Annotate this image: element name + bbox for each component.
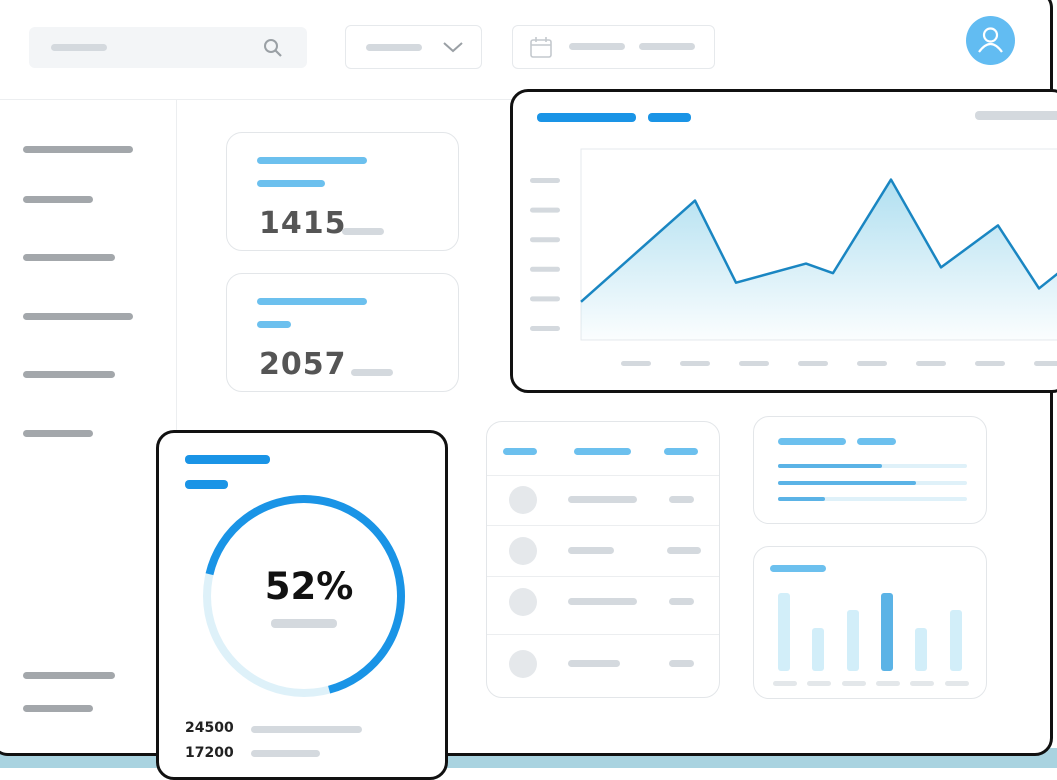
row-avatar xyxy=(509,650,537,678)
row-text xyxy=(568,660,620,667)
dropdown-value xyxy=(366,44,422,51)
y-tick-label xyxy=(530,326,560,331)
row-avatar xyxy=(509,588,537,616)
sidebar-item-logout[interactable] xyxy=(23,705,93,712)
bar-chart-card xyxy=(753,546,987,699)
donut-card: 52% 24500 17200 xyxy=(156,430,448,780)
filter-dropdown[interactable] xyxy=(345,25,482,69)
progress-subtitle xyxy=(857,438,896,445)
line-chart xyxy=(513,92,1057,392)
row-value xyxy=(669,496,694,503)
sidebar-item-4[interactable] xyxy=(23,313,133,320)
progress-track xyxy=(778,497,967,501)
x-tick-label xyxy=(975,361,1005,366)
bar xyxy=(812,628,824,671)
bar-label xyxy=(910,681,934,686)
stat-unit xyxy=(351,369,393,376)
bar-label xyxy=(842,681,866,686)
y-tick-label xyxy=(530,237,560,242)
date-start xyxy=(569,43,625,50)
bar xyxy=(915,628,927,671)
calendar-icon xyxy=(529,36,553,60)
column-header xyxy=(664,448,698,455)
date-range-picker[interactable] xyxy=(512,25,715,69)
progress-fill xyxy=(778,497,825,501)
sidebar-item-settings[interactable] xyxy=(23,672,115,679)
x-tick-label xyxy=(621,361,651,366)
stat-value: 2057 xyxy=(259,347,347,382)
x-tick-label xyxy=(857,361,887,366)
x-tick-label xyxy=(739,361,769,366)
user-avatar[interactable] xyxy=(966,16,1015,65)
search-icon xyxy=(263,38,283,58)
y-tick-label xyxy=(530,296,560,301)
bar-label xyxy=(876,681,900,686)
stat-card-1: 1415 xyxy=(226,132,459,251)
bar xyxy=(847,610,859,671)
bar-label xyxy=(945,681,969,686)
bar-label xyxy=(773,681,797,686)
date-end xyxy=(639,43,695,50)
area-fill xyxy=(581,180,1057,340)
bar xyxy=(881,593,893,671)
progress-fill xyxy=(778,481,916,485)
sidebar-item-5[interactable] xyxy=(23,371,115,378)
row-value xyxy=(669,660,694,667)
search-input[interactable] xyxy=(29,27,307,68)
row-value xyxy=(667,547,701,554)
donut-caption xyxy=(271,619,337,628)
stat-unit xyxy=(342,228,384,235)
row-avatar xyxy=(509,486,537,514)
row-value xyxy=(669,598,694,605)
sidebar-item-2[interactable] xyxy=(23,196,93,203)
progress-track xyxy=(778,481,967,485)
stat-subtitle xyxy=(257,321,291,328)
bar xyxy=(950,610,962,671)
donut-percent: 52% xyxy=(159,565,451,608)
stat-value: 1415 xyxy=(259,206,347,241)
column-header xyxy=(503,448,537,455)
row-text xyxy=(568,547,614,554)
stat-title xyxy=(257,298,367,305)
legend-value-1: 24500 xyxy=(185,720,234,736)
list-card xyxy=(486,421,720,698)
bar-label xyxy=(807,681,831,686)
row-text xyxy=(568,598,637,605)
row-avatar xyxy=(509,537,537,565)
y-tick-label xyxy=(530,208,560,213)
progress-fill xyxy=(778,464,882,468)
bar xyxy=(778,593,790,671)
x-tick-label xyxy=(798,361,828,366)
line-chart-card xyxy=(510,89,1057,393)
column-header xyxy=(574,448,631,455)
sidebar-item-1[interactable] xyxy=(23,146,133,153)
x-tick-label xyxy=(1034,361,1057,366)
progress-title xyxy=(778,438,846,445)
progress-card xyxy=(753,416,987,524)
stat-card-2: 2057 xyxy=(226,273,459,392)
legend-bar-1 xyxy=(251,726,362,733)
x-tick-label xyxy=(680,361,710,366)
list-row[interactable] xyxy=(487,476,719,526)
sidebar-item-6[interactable] xyxy=(23,430,93,437)
donut-subtitle xyxy=(185,480,228,489)
bar-chart-title xyxy=(770,565,826,572)
donut-title xyxy=(185,455,270,464)
y-tick-label xyxy=(530,267,560,272)
list-row[interactable] xyxy=(487,578,719,635)
x-tick-label xyxy=(916,361,946,366)
list-row[interactable] xyxy=(487,636,719,691)
user-icon xyxy=(966,16,1015,65)
stat-subtitle xyxy=(257,180,325,187)
legend-bar-2 xyxy=(251,750,320,757)
y-tick-label xyxy=(530,178,560,183)
legend-value-2: 17200 xyxy=(185,745,234,761)
chevron-down-icon xyxy=(442,40,464,54)
list-row[interactable] xyxy=(487,527,719,577)
sidebar-item-3[interactable] xyxy=(23,254,115,261)
progress-track xyxy=(778,464,967,468)
row-text xyxy=(568,496,637,503)
stat-title xyxy=(257,157,367,164)
search-placeholder xyxy=(51,44,107,51)
